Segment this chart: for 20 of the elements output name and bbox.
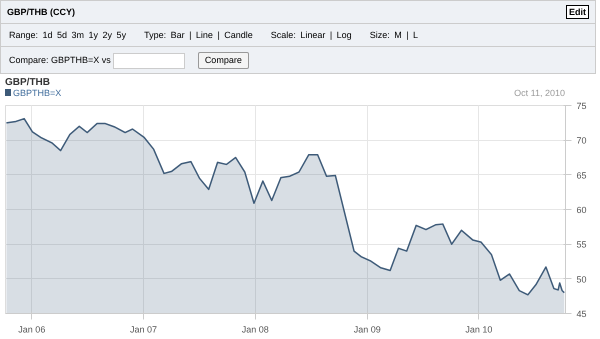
text: Range: 1d 5d 3m 1y 2y 5y Type: Bar | Line | Candle Scale: Linear | Log Size: M | L <box>9 30 418 40</box>
text: Compare: GBPTHB=X vs <box>9 55 111 65</box>
y-tick-label: 55 <box>576 240 587 250</box>
text: Edit <box>566 5 589 19</box>
y-tick-label: 75 <box>576 101 587 111</box>
y-tick-label: 45 <box>576 309 587 319</box>
chart-subtitle: GBP/THB <box>5 77 51 88</box>
x-tick-label: Jan 07 <box>130 324 158 334</box>
text: Compare <box>198 52 249 69</box>
y-tick-label: 70 <box>576 136 587 146</box>
text: Oct 11, 2010 <box>514 88 565 98</box>
y-tick-label: 60 <box>576 205 587 215</box>
y-tick-label: 65 <box>576 170 587 180</box>
x-tick-label: Jan 09 <box>354 324 381 334</box>
y-tick-label: 50 <box>576 274 587 284</box>
chart-title: GBP/THB (CCY) <box>7 7 75 17</box>
legend-label: GBPTHB=X <box>12 88 62 98</box>
x-tick-label: Jan 08 <box>242 324 269 334</box>
x-tick-label: Jan 06 <box>18 324 46 334</box>
x-tick-label: Jan 10 <box>465 324 492 334</box>
